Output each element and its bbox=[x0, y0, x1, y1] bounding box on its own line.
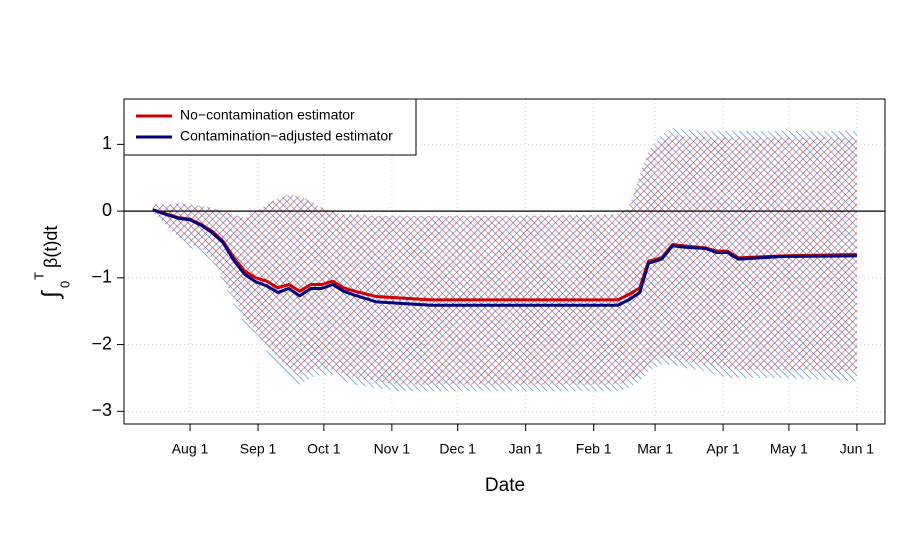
x-tick-label: Aug 1 bbox=[172, 441, 209, 457]
x-tick-label: May 1 bbox=[770, 441, 808, 457]
y-title-part: ∫ bbox=[37, 290, 64, 300]
y-title-part: 0 bbox=[57, 281, 72, 288]
legend: No−contamination estimator Contamination−… bbox=[123, 98, 417, 156]
y-axis-title: ∫ 0 T β(t)dt bbox=[31, 226, 72, 300]
legend-label: No−contamination estimator bbox=[180, 107, 355, 123]
x-tick-label: Nov 1 bbox=[374, 441, 411, 457]
y-tick-label: −3 bbox=[91, 400, 112, 420]
x-tick-label: Jan 1 bbox=[509, 441, 543, 457]
legend-label: Contamination−adjusted estimator bbox=[180, 128, 393, 144]
y-tick-label: 1 bbox=[102, 133, 112, 153]
y-title-part: β(t)dt bbox=[41, 226, 61, 268]
x-axis-title: Date bbox=[485, 475, 525, 496]
y-tick-label: −1 bbox=[91, 267, 112, 287]
x-tick-label: Mar 1 bbox=[637, 441, 673, 457]
x-tick-label: Oct 1 bbox=[307, 441, 341, 457]
y-tick-label: 0 bbox=[102, 200, 112, 220]
plot-frame bbox=[123, 98, 886, 425]
y-title-part: T bbox=[31, 272, 46, 280]
x-tick-label: Apr 1 bbox=[706, 441, 740, 457]
x-tick-label: Feb 1 bbox=[576, 441, 612, 457]
x-tick-label: Sep 1 bbox=[240, 441, 277, 457]
series-line bbox=[152, 208, 857, 307]
x-tick-label: Dec 1 bbox=[439, 441, 476, 457]
y-tick-label: −2 bbox=[91, 333, 112, 353]
confidence-band bbox=[152, 134, 857, 385]
x-tick-label: Jun 1 bbox=[840, 441, 874, 457]
legend-box bbox=[123, 98, 417, 156]
